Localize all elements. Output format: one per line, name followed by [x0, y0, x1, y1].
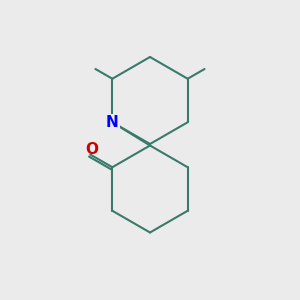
Text: O: O — [85, 142, 98, 157]
Text: N: N — [106, 115, 119, 130]
